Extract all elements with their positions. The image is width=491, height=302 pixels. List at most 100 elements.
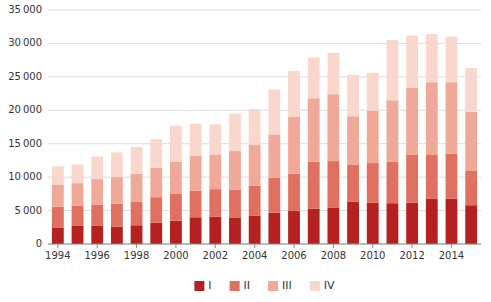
bar-segment: [229, 218, 241, 244]
series: [52, 82, 477, 206]
legend-item: II: [230, 279, 251, 292]
legend: IIIIIIIV: [194, 279, 335, 292]
y-grid: [48, 10, 481, 244]
bar-segment: [209, 217, 221, 244]
bar-segment: [72, 226, 84, 244]
y-tick-label: 10 000: [8, 171, 42, 182]
chart: 05 00010 00015 00020 00025 00030 00035 0…: [0, 0, 491, 302]
bar-segment: [91, 179, 103, 204]
bar-segment: [170, 162, 182, 194]
x-tick-label: 1994: [45, 250, 70, 261]
y-tick-label: 25 000: [8, 71, 42, 82]
x-tick: [57, 244, 58, 248]
bar-segment: [111, 152, 123, 177]
x-axis-line: [48, 244, 481, 245]
bar-segment: [288, 71, 300, 117]
legend-swatch: [194, 281, 204, 291]
bar-segment: [465, 170, 477, 205]
legend-item: III: [268, 279, 292, 292]
bar-segment: [465, 68, 477, 111]
x-tick: [333, 244, 334, 248]
bar-segment: [190, 191, 202, 218]
x-tick: [136, 244, 137, 248]
legend-item: IV: [310, 279, 335, 292]
bar-segment: [111, 227, 123, 244]
x-tick: [451, 244, 452, 248]
bar-segment: [426, 154, 438, 198]
bar-segment: [52, 228, 64, 244]
legend-swatch: [230, 281, 240, 291]
bar-segment: [406, 154, 418, 202]
x-tick: [372, 244, 373, 248]
x-tick-label: 2006: [281, 250, 306, 261]
x-tick-label: 2004: [242, 250, 267, 261]
x-tick-label: 2008: [321, 250, 346, 261]
bar-segment: [150, 197, 162, 222]
bar-segment: [131, 174, 143, 202]
bar-segment: [446, 154, 458, 199]
bar-segment: [465, 205, 477, 244]
bar-segment: [150, 223, 162, 244]
bar-segment: [111, 177, 123, 204]
bar-segment: [91, 226, 103, 244]
y-tick-label: 15 000: [8, 138, 42, 149]
bar-segment: [347, 164, 359, 201]
bar-segment: [347, 202, 359, 244]
bar-segment: [72, 183, 84, 206]
bar-segment: [150, 168, 162, 197]
legend-swatch: [268, 281, 278, 291]
y-tick-label: 5 000: [15, 205, 42, 216]
x-tick-label: 1996: [84, 250, 109, 261]
bar-segment: [150, 139, 162, 168]
page: {"chart_data": {"type": "bar", "stacked"…: [0, 0, 491, 302]
bar-segment: [288, 117, 300, 174]
bar-segment: [190, 217, 202, 244]
bar-segment: [465, 112, 477, 171]
bar-segment: [131, 147, 143, 174]
bar-segment: [347, 75, 359, 116]
x-tick: [294, 244, 295, 248]
bar-segment: [406, 88, 418, 155]
bar-segment: [387, 203, 399, 244]
legend-swatch: [310, 281, 320, 291]
bar-segment: [268, 90, 280, 135]
x-tick-label: 2002: [203, 250, 228, 261]
bar-segment: [426, 82, 438, 154]
bar-segment: [52, 207, 64, 228]
legend-label: I: [208, 279, 211, 292]
bar-segment: [308, 98, 320, 162]
bar-segment: [170, 221, 182, 244]
bar-segment: [229, 151, 241, 190]
bar-segment: [327, 53, 339, 94]
bar-segment: [229, 190, 241, 218]
x-tick: [412, 244, 413, 248]
bar-segment: [387, 162, 399, 203]
x-tick: [175, 244, 176, 248]
grid-line: [48, 10, 481, 11]
bar-segment: [288, 174, 300, 211]
bar-segment: [288, 211, 300, 244]
bar-segment: [327, 94, 339, 161]
bar-segment: [91, 156, 103, 179]
bar-segment: [249, 109, 261, 145]
bar-segment: [367, 111, 379, 163]
x-axis: 1994199619982000200220042006200820102012…: [45, 244, 481, 261]
bar-segment: [446, 37, 458, 82]
bar-segment: [387, 100, 399, 162]
bar-segment: [249, 186, 261, 216]
y-tick-label: 35 000: [8, 4, 42, 15]
bar-segment: [249, 216, 261, 244]
bar-segment: [72, 206, 84, 226]
bar-segment: [111, 204, 123, 227]
series: [52, 199, 477, 244]
background: [0, 0, 491, 302]
bar-segment: [52, 166, 64, 184]
x-tick-label: 2014: [439, 250, 464, 261]
bar-segment: [209, 154, 221, 189]
bar-segment: [72, 164, 84, 183]
bar-segment: [406, 203, 418, 244]
x-tick: [215, 244, 216, 248]
bar-segment: [446, 199, 458, 244]
bar-segment: [209, 124, 221, 154]
y-tick-label: 30 000: [8, 37, 42, 48]
